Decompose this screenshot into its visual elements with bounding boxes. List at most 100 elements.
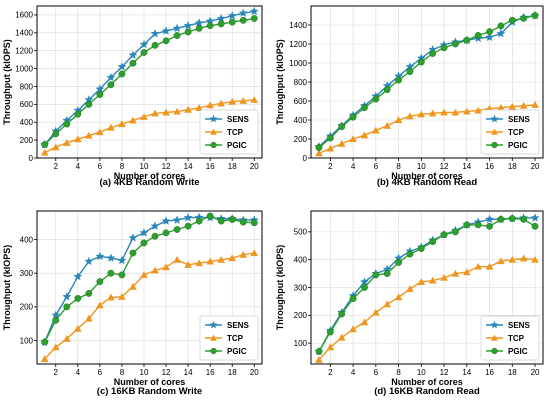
data-point	[151, 109, 159, 117]
data-point	[184, 105, 192, 113]
data-point	[239, 16, 247, 24]
data-point	[96, 128, 104, 136]
data-point	[52, 316, 60, 324]
data-point	[429, 238, 437, 246]
data-point	[206, 22, 214, 30]
data-point	[395, 76, 402, 84]
data-point	[508, 255, 517, 263]
y-tick-label: 1000	[15, 64, 33, 73]
data-point	[129, 59, 137, 67]
y-tick-label: 1200	[289, 40, 307, 49]
plot-frame	[36, 210, 263, 365]
data-point	[151, 266, 159, 274]
data-point	[228, 97, 237, 105]
data-point	[184, 261, 192, 268]
data-point	[417, 245, 425, 252]
data-point	[497, 257, 505, 265]
data-point	[227, 11, 237, 20]
y-tick-label: 400	[294, 255, 308, 264]
data-point	[107, 293, 115, 301]
data-point	[508, 215, 516, 222]
data-point	[62, 139, 71, 146]
x-axis-label: Number of cores	[391, 171, 463, 181]
data-point	[85, 314, 93, 322]
data-point	[496, 28, 506, 38]
x-tick-label: 20	[250, 368, 259, 377]
data-point	[151, 232, 159, 240]
legend-marker	[491, 141, 498, 149]
plot-frame	[36, 5, 263, 159]
y-tick-label: 100	[20, 336, 34, 345]
x-tick-label: 14	[184, 368, 193, 377]
data-point	[74, 324, 82, 332]
data-point	[394, 293, 403, 301]
legend-marker	[210, 128, 217, 135]
data-point	[118, 292, 126, 300]
data-point	[485, 32, 495, 42]
legend: SENS TCP PGIC	[199, 109, 259, 155]
data-point	[62, 291, 72, 301]
x-tick-label: 20	[531, 162, 540, 171]
y-tick-label: 1200	[15, 47, 33, 56]
legend-marker	[491, 334, 498, 341]
y-tick-label: 200	[294, 311, 308, 320]
y-tick-label: 400	[20, 235, 34, 244]
y-tick-label: 400	[294, 116, 308, 125]
data-point	[217, 99, 225, 107]
legend-label-sens: SENS	[508, 321, 530, 330]
data-point	[338, 123, 346, 131]
data-point	[95, 84, 105, 94]
y-tick-label: 200	[20, 136, 34, 145]
data-point	[315, 149, 323, 157]
data-point	[361, 104, 368, 112]
data-point	[406, 112, 414, 120]
legend-marker	[490, 320, 499, 329]
x-tick-label: 10	[417, 368, 426, 377]
legend-label-tcp: TCP	[508, 334, 525, 343]
y-tick-label: 400	[20, 118, 34, 127]
data-point	[129, 116, 137, 124]
y-tick-label: 0	[303, 154, 308, 163]
data-point	[117, 62, 127, 71]
data-point	[128, 233, 138, 242]
data-point	[361, 284, 368, 291]
data-point	[508, 16, 516, 24]
data-point	[206, 257, 214, 265]
data-point	[73, 271, 83, 281]
data-point	[128, 50, 138, 60]
data-point	[195, 217, 203, 225]
x-tick-label: 14	[184, 162, 193, 171]
data-point	[206, 212, 214, 220]
x-tick-label: 14	[462, 162, 471, 171]
legend-marker	[491, 347, 498, 355]
data-point	[429, 50, 437, 57]
y-axis-label: Throughput (kIOPS)	[2, 245, 12, 331]
data-point	[118, 70, 126, 78]
data-point	[474, 32, 482, 39]
series-pgic	[41, 15, 258, 148]
y-tick-label: 300	[20, 269, 34, 278]
chart-panel-4: 2 4 6 8 10 12 14 16 18 20 100 200 300 400 500 Number of…	[275, 210, 544, 397]
legend-label-tcp: TCP	[227, 334, 244, 343]
data-point	[140, 113, 148, 120]
data-point	[530, 213, 540, 222]
y-tick-label: 500	[294, 228, 308, 237]
x-tick-label: 16	[485, 368, 494, 377]
data-point	[315, 356, 323, 363]
data-point	[360, 318, 369, 326]
legend-marker	[490, 114, 499, 123]
data-point	[195, 24, 203, 32]
x-tick-label: 20	[531, 368, 540, 377]
data-point	[150, 28, 160, 38]
data-point	[172, 23, 182, 33]
data-point	[140, 49, 148, 56]
legend-marker	[210, 334, 217, 341]
data-point	[249, 6, 259, 16]
data-point	[85, 100, 93, 108]
data-point	[326, 144, 335, 152]
data-point	[383, 300, 391, 308]
y-tick-label: 100	[294, 339, 308, 348]
x-tick-label: 6	[374, 368, 379, 377]
x-tick-label: 6	[374, 162, 379, 171]
legend-label-tcp: TCP	[508, 128, 525, 137]
